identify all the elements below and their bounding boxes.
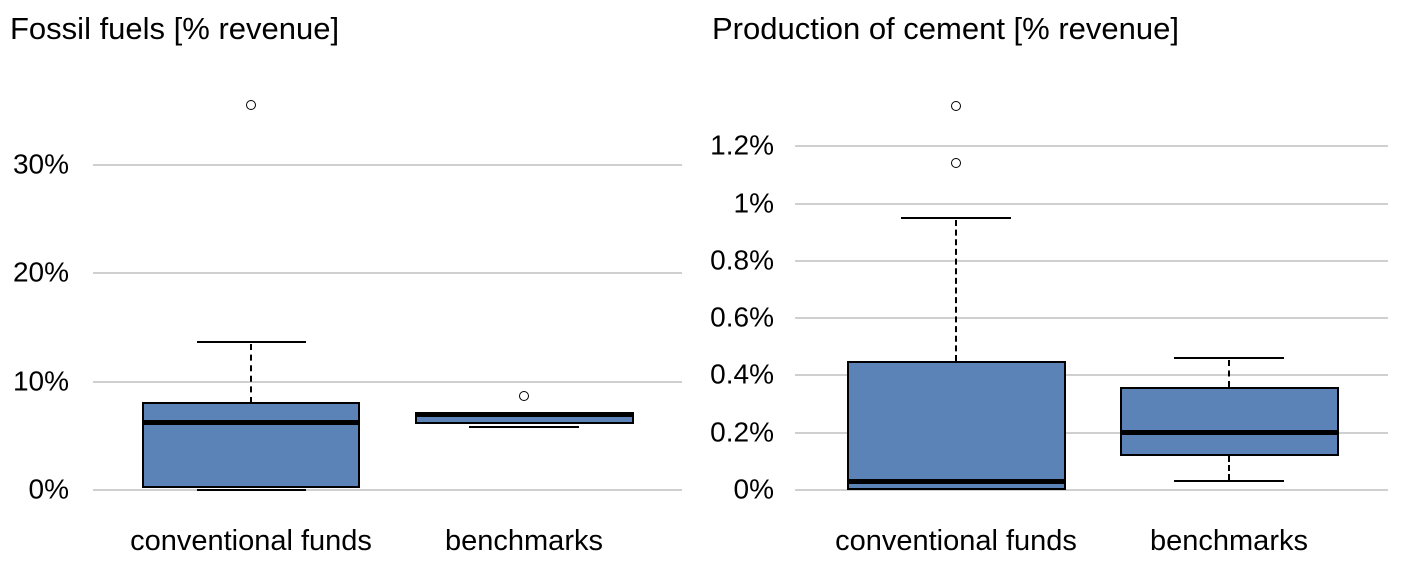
y-tick-label: 0.6% [710, 301, 774, 333]
lower-whisker-cap [469, 426, 579, 428]
box-conventional-funds [142, 402, 360, 488]
gridline [795, 432, 1388, 434]
gridline [795, 145, 1388, 147]
gridline [93, 272, 682, 274]
x-category-label: conventional funds [835, 525, 1077, 557]
gridline [795, 260, 1388, 262]
y-tick-label: 0.2% [710, 416, 774, 448]
y-tick-label: 1.2% [710, 129, 774, 161]
median-line [1122, 430, 1337, 435]
y-tick-label: 0.4% [710, 358, 774, 390]
x-category-label: benchmarks [445, 525, 603, 557]
lower-whisker-cap [1174, 480, 1284, 482]
upper-whisker-line [955, 220, 957, 361]
box-conventional-funds [847, 361, 1066, 490]
chart-title-fossil-fuels: Fossil fuels [% revenue] [10, 11, 340, 46]
y-tick-label: 0% [733, 473, 774, 505]
y-tick-label: 1% [733, 187, 774, 219]
gridline [93, 489, 682, 491]
y-tick-label: 0.8% [710, 244, 774, 276]
upper-whisker-cap [901, 217, 1011, 219]
y-tick-label: 20% [12, 256, 69, 288]
outlier-point [519, 391, 529, 401]
outlier-point [951, 158, 961, 168]
lower-whisker-cap [197, 489, 306, 491]
outlier-point [951, 101, 961, 111]
y-tick-label: 30% [12, 148, 69, 180]
box-benchmarks [1120, 387, 1339, 456]
gridline [93, 164, 682, 166]
gridline [93, 381, 682, 383]
lower-whisker-line [1228, 456, 1230, 480]
y-tick-label: 10% [12, 365, 69, 397]
x-category-label: benchmarks [1150, 525, 1308, 557]
chart-title-production-of-cement: Production of cement [% revenue] [712, 11, 1179, 46]
outlier-point [246, 100, 256, 110]
upper-whisker-line [250, 344, 252, 403]
median-line [144, 420, 358, 425]
gridline [795, 203, 1388, 205]
gridline [795, 489, 1388, 491]
x-category-label: conventional funds [130, 525, 372, 557]
upper-whisker-cap [197, 341, 306, 343]
upper-whisker-line [1228, 360, 1230, 387]
gridline [795, 374, 1388, 376]
median-line [417, 412, 632, 417]
gridline [795, 317, 1388, 319]
median-line [849, 479, 1064, 484]
upper-whisker-cap [1174, 357, 1284, 359]
y-tick-label: 0% [28, 473, 69, 505]
